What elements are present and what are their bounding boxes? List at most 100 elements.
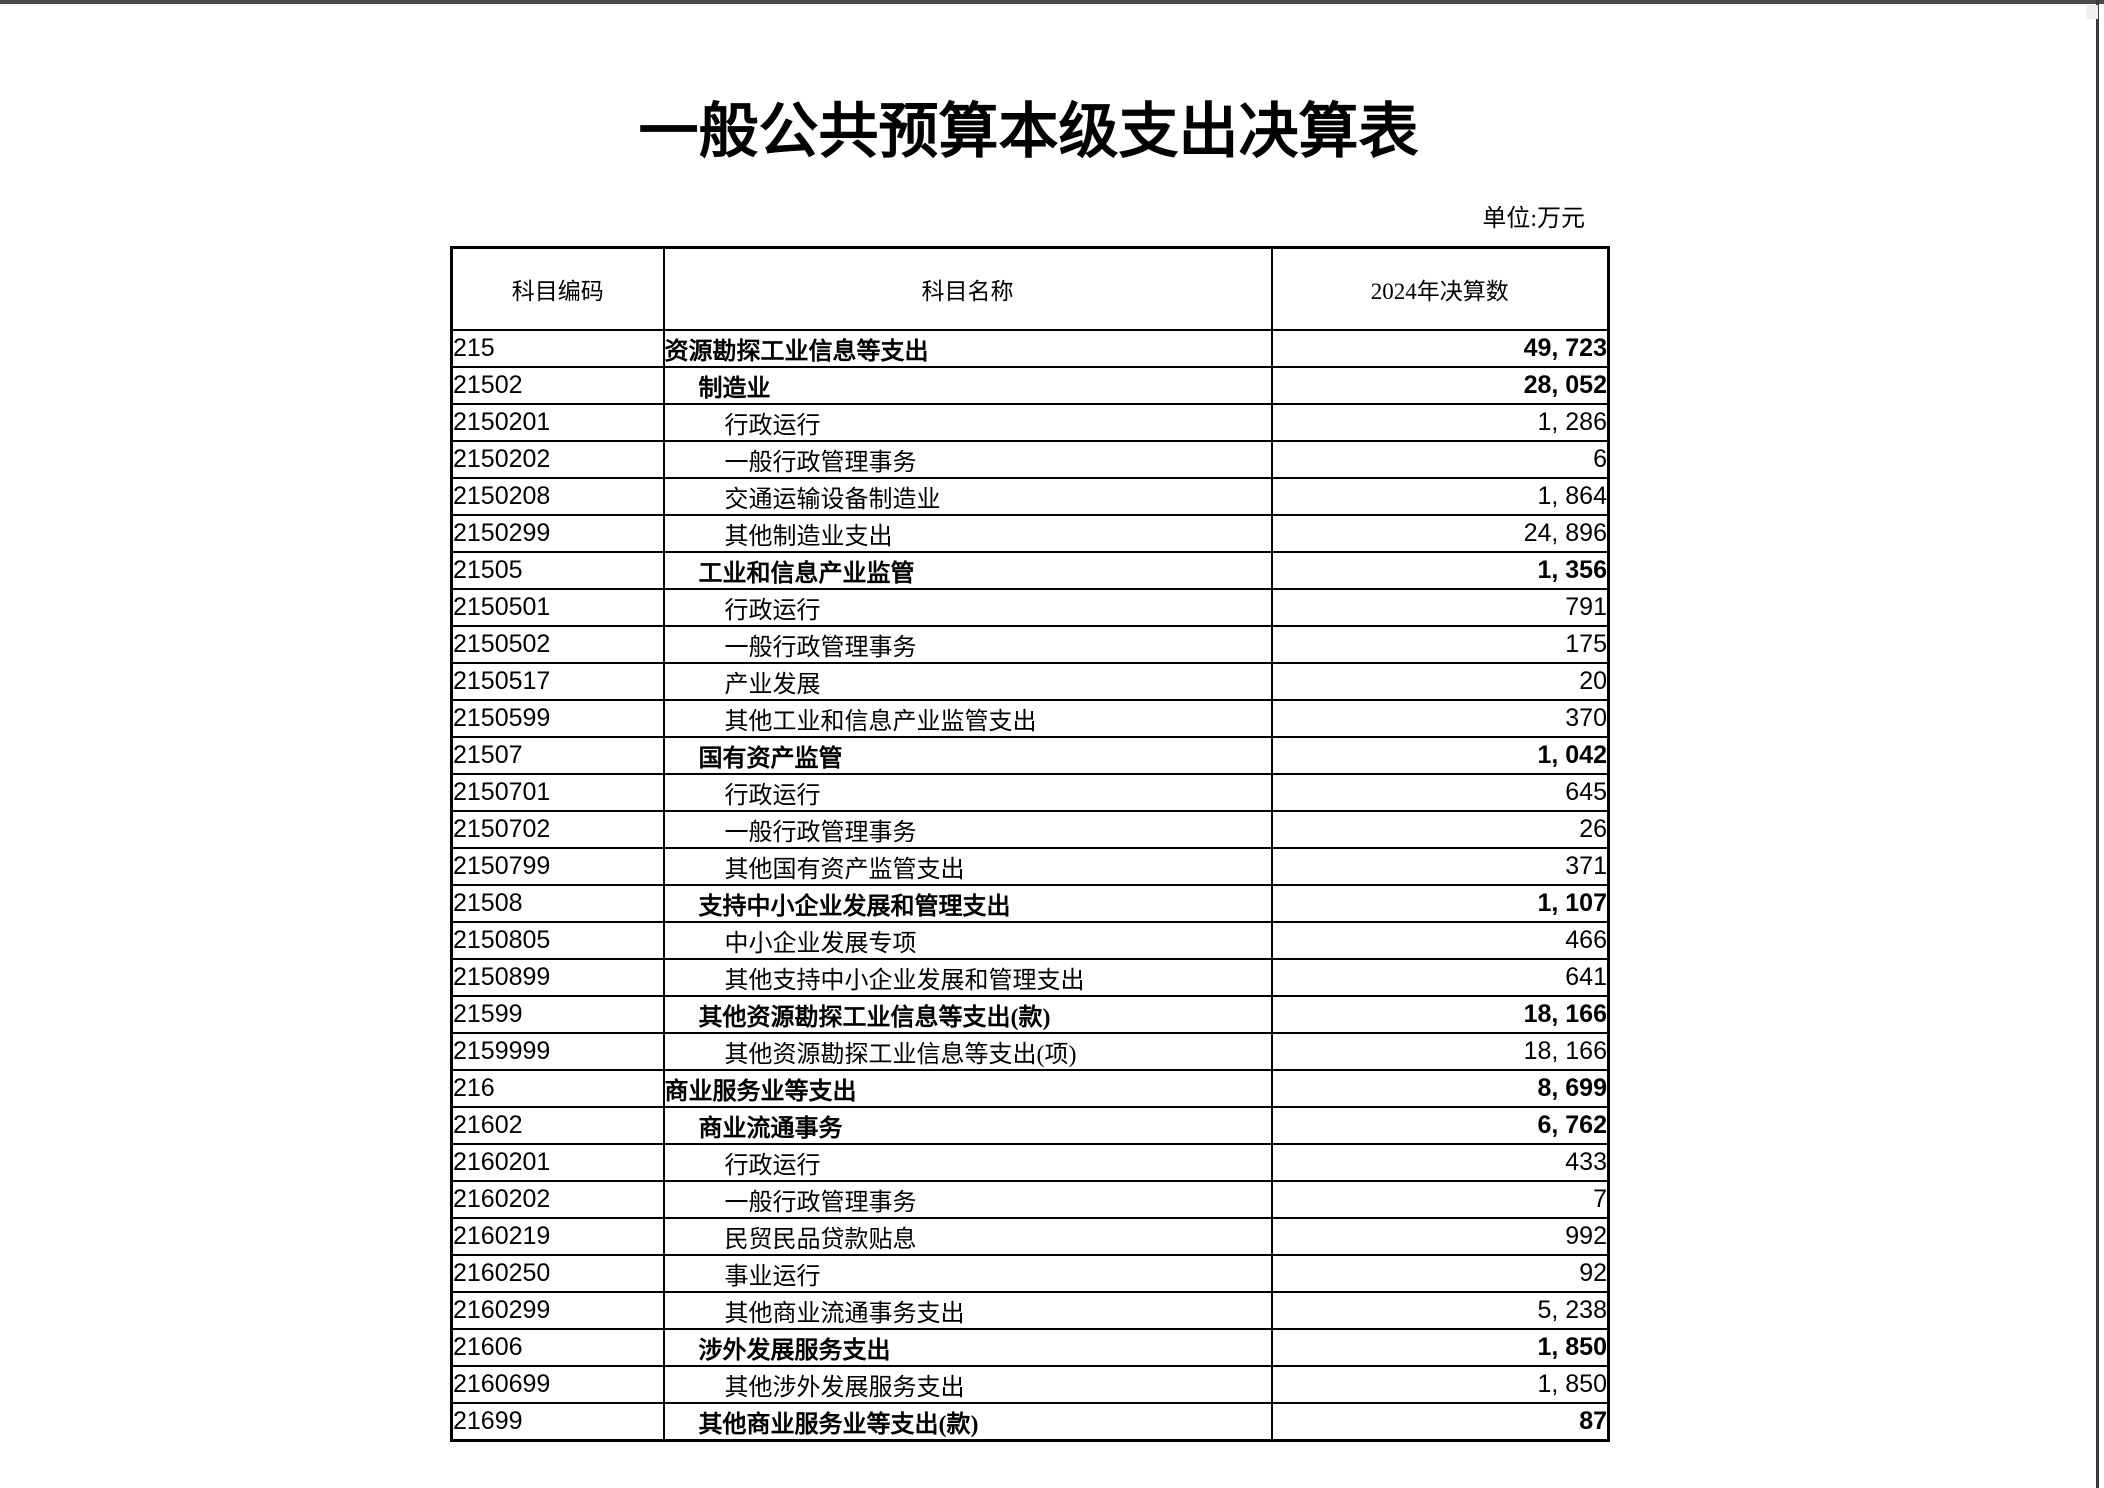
page-title: 一般公共预算本级支出决算表 <box>638 99 1419 165</box>
row-code: 2150502 <box>450 625 665 664</box>
row-value: 1, 356 <box>1270 551 1610 590</box>
row-value: 20 <box>1270 662 1610 701</box>
unit-label: 单位:万元 <box>1482 206 1585 232</box>
row-name: 其他涉外发展服务支出 <box>662 1365 1273 1404</box>
row-code: 215 <box>450 329 665 368</box>
row-name: 行政运行 <box>662 773 1273 812</box>
row-code: 2150701 <box>450 773 665 812</box>
table-row: 2150501 行政运行 791 <box>450 588 1610 627</box>
table-row: 21602 商业流通事务 6, 762 <box>450 1106 1610 1145</box>
row-code: 2150517 <box>450 662 665 701</box>
table-row: 21507 国有资产监管 1, 042 <box>450 736 1610 775</box>
table-row: 215 资源勘探工业信息等支出 49, 723 <box>450 329 1610 368</box>
table-row: 21508 支持中小企业发展和管理支出 1, 107 <box>450 884 1610 923</box>
table-row: 2160299 其他商业流通事务支出 5, 238 <box>450 1291 1610 1330</box>
row-value: 87 <box>1270 1402 1610 1442</box>
row-code: 2150201 <box>450 403 665 442</box>
window-top-edge <box>0 0 2104 4</box>
row-code: 2150202 <box>450 440 665 479</box>
table-row: 21505 工业和信息产业监管 1, 356 <box>450 551 1610 590</box>
table-row: 2150599 其他工业和信息产业监管支出 370 <box>450 699 1610 738</box>
row-value: 1, 042 <box>1270 736 1610 775</box>
table-row: 2160699 其他涉外发展服务支出 1, 850 <box>450 1365 1610 1404</box>
table-row: 216 商业服务业等支出 8, 699 <box>450 1069 1610 1108</box>
table-row: 2150299 其他制造业支出 24, 896 <box>450 514 1610 553</box>
table-row: 2150502 一般行政管理事务 175 <box>450 625 1610 664</box>
row-code: 2160299 <box>450 1291 665 1330</box>
row-name: 行政运行 <box>662 588 1273 627</box>
row-name: 一般行政管理事务 <box>662 440 1273 479</box>
table-row: 2160202 一般行政管理事务 7 <box>450 1180 1610 1219</box>
row-value: 370 <box>1270 699 1610 738</box>
row-code: 21699 <box>450 1402 665 1442</box>
row-value: 175 <box>1270 625 1610 664</box>
column-header-value: 2024年决算数 <box>1270 246 1610 331</box>
row-code: 2160201 <box>450 1143 665 1182</box>
row-code: 2159999 <box>450 1032 665 1071</box>
row-name: 事业运行 <box>662 1254 1273 1293</box>
table-row: 21606 涉外发展服务支出 1, 850 <box>450 1328 1610 1367</box>
budget-table: 科目编码 科目名称 2024年决算数 215 资源勘探工业信息等支出 49, 7… <box>450 246 1610 1442</box>
row-name: 其他支持中小企业发展和管理支出 <box>662 958 1273 997</box>
row-name: 涉外发展服务支出 <box>662 1328 1273 1367</box>
row-code: 2160250 <box>450 1254 665 1293</box>
row-name: 其他制造业支出 <box>662 514 1273 553</box>
table-row: 2160219 民贸民品贷款贴息 992 <box>450 1217 1610 1256</box>
row-code: 21505 <box>450 551 665 590</box>
row-name: 一般行政管理事务 <box>662 810 1273 849</box>
table-row: 2159999 其他资源勘探工业信息等支出(项) 18, 166 <box>450 1032 1610 1071</box>
row-value: 1, 107 <box>1270 884 1610 923</box>
row-name: 产业发展 <box>662 662 1273 701</box>
row-value: 645 <box>1270 773 1610 812</box>
row-code: 21508 <box>450 884 665 923</box>
row-value: 1, 850 <box>1270 1365 1610 1404</box>
table-row: 2150201 行政运行 1, 286 <box>450 403 1610 442</box>
row-name: 中小企业发展专项 <box>662 921 1273 960</box>
row-name: 行政运行 <box>662 403 1273 442</box>
table-row: 2160250 事业运行 92 <box>450 1254 1610 1293</box>
row-name: 制造业 <box>662 366 1273 405</box>
table-row: 2150702 一般行政管理事务 26 <box>450 810 1610 849</box>
row-code: 2150799 <box>450 847 665 886</box>
row-value: 18, 166 <box>1270 995 1610 1034</box>
row-value: 92 <box>1270 1254 1610 1293</box>
table-row: 2150701 行政运行 645 <box>450 773 1610 812</box>
row-code: 21599 <box>450 995 665 1034</box>
row-code: 2160219 <box>450 1217 665 1256</box>
row-name: 其他商业服务业等支出(款) <box>662 1402 1273 1442</box>
row-code: 2150702 <box>450 810 665 849</box>
row-value: 28, 052 <box>1270 366 1610 405</box>
row-code: 2160202 <box>450 1180 665 1219</box>
row-value: 24, 896 <box>1270 514 1610 553</box>
row-code: 21602 <box>450 1106 665 1145</box>
row-value: 466 <box>1270 921 1610 960</box>
header-row: 科目编码 科目名称 2024年决算数 <box>450 246 1610 331</box>
scrollbar-corner[interactable] <box>2086 5 2098 19</box>
row-value: 1, 850 <box>1270 1328 1610 1367</box>
row-value: 641 <box>1270 958 1610 997</box>
row-name: 工业和信息产业监管 <box>662 551 1273 590</box>
row-code: 2160699 <box>450 1365 665 1404</box>
row-name: 民贸民品贷款贴息 <box>662 1217 1273 1256</box>
row-code: 2150208 <box>450 477 665 516</box>
row-value: 371 <box>1270 847 1610 886</box>
column-header-code: 科目编码 <box>450 246 665 331</box>
row-name: 商业流通事务 <box>662 1106 1273 1145</box>
row-name: 资源勘探工业信息等支出 <box>662 329 1273 368</box>
row-value: 1, 286 <box>1270 403 1610 442</box>
window-right-edge <box>2096 0 2099 1488</box>
table-row: 2150805 中小企业发展专项 466 <box>450 921 1610 960</box>
row-value: 791 <box>1270 588 1610 627</box>
row-name: 国有资产监管 <box>662 736 1273 775</box>
table-row: 2150517 产业发展 20 <box>450 662 1610 701</box>
row-value: 7 <box>1270 1180 1610 1219</box>
row-code: 2150805 <box>450 921 665 960</box>
table-row: 21699 其他商业服务业等支出(款) 87 <box>450 1402 1610 1442</box>
row-name: 商业服务业等支出 <box>662 1069 1273 1108</box>
column-header-name: 科目名称 <box>662 246 1273 331</box>
row-value: 1, 864 <box>1270 477 1610 516</box>
row-value: 18, 166 <box>1270 1032 1610 1071</box>
row-code: 216 <box>450 1069 665 1108</box>
row-code: 2150299 <box>450 514 665 553</box>
row-code: 21606 <box>450 1328 665 1367</box>
